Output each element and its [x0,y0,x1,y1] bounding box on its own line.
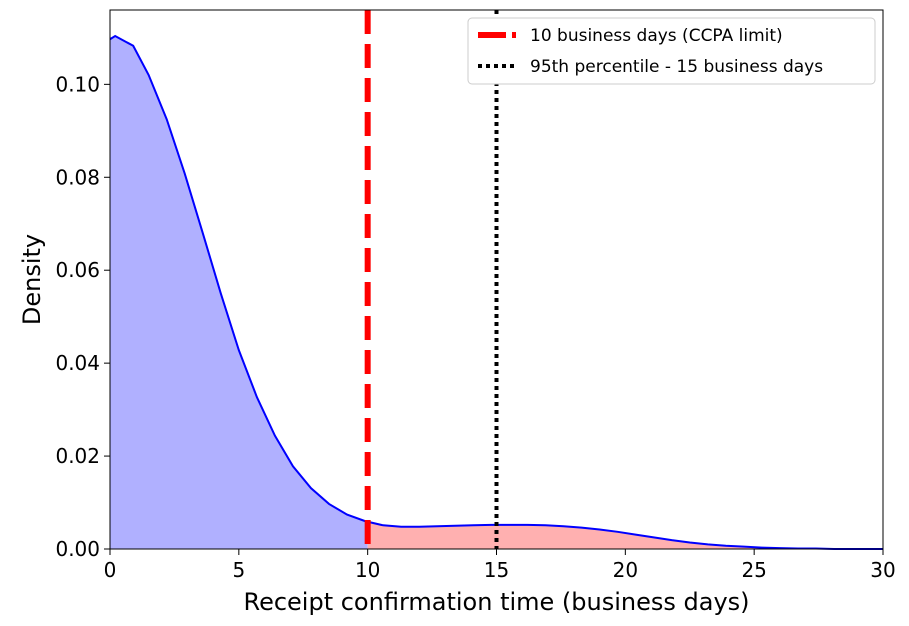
legend-label-95th-percentile: 95th percentile - 15 business days [530,57,823,77]
legend-label-ccpa-limit: 10 business days (CCPA limit) [530,26,783,46]
x-tick-label: 10 [355,558,380,582]
x-tick-label: 5 [232,558,245,582]
y-axis-title: Density [18,234,46,325]
area-beyond-limit [367,521,884,549]
x-tick-label: 30 [870,558,895,582]
legend-box [467,17,876,85]
x-tick-label: 25 [741,558,766,582]
y-tick-label: 0.04 [55,351,100,375]
y-tick-label: 0.00 [55,537,100,561]
x-axis-ticks: 0 5 10 15 20 25 30 [104,549,896,582]
x-axis-title: Receipt confirmation time (business days… [243,588,749,616]
y-tick-label: 0.06 [55,258,100,282]
reference-lines [364,10,499,549]
y-tick-label: 0.10 [55,72,100,96]
x-tick-label: 0 [104,558,117,582]
x-tick-label: 20 [613,558,638,582]
x-tick-label: 15 [484,558,509,582]
kde-line [109,34,883,550]
area-within-limit [110,36,368,549]
y-tick-label: 0.08 [55,165,100,189]
density-fills [110,36,884,549]
y-axis-ticks: 0.00 0.02 0.04 0.06 0.08 0.10 [55,72,110,561]
y-tick-label: 0.02 [55,444,100,468]
legend: 10 business days (CCPA limit) 95th perce… [467,17,876,85]
